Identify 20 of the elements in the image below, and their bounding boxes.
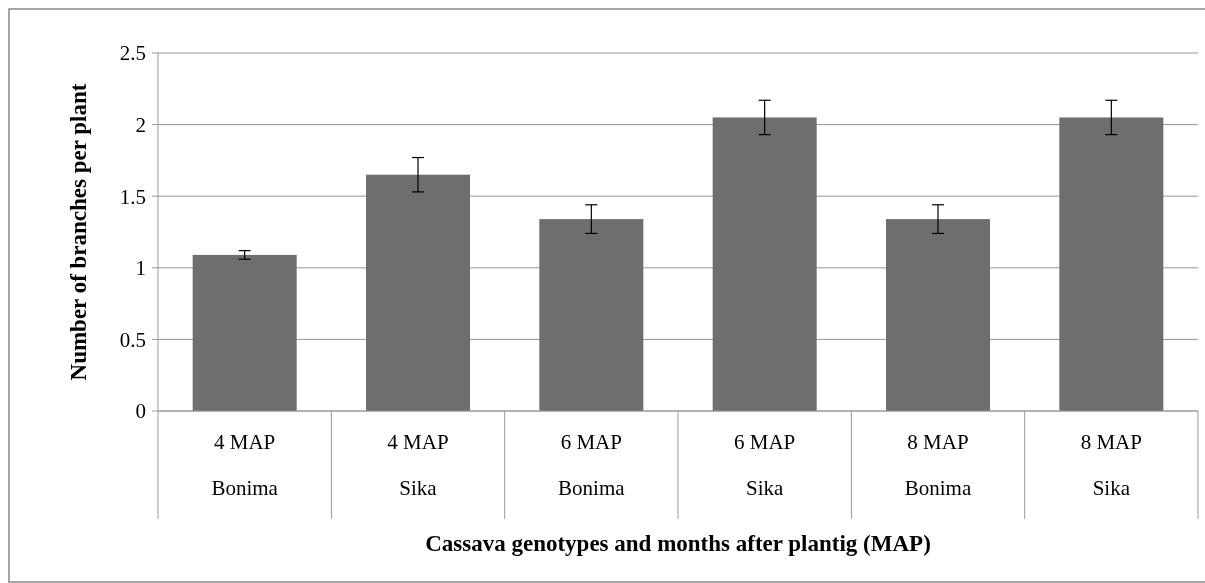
y-tick-label: 0.5 — [119, 327, 146, 352]
x-tick-label: 4 MAP Sika — [387, 430, 449, 500]
bar — [712, 117, 817, 411]
bar — [886, 219, 990, 411]
x-tick-label: 6 MAP Sika — [734, 430, 796, 500]
y-tick-label: 2.5 — [119, 41, 146, 66]
y-tick-label: 1.5 — [119, 184, 146, 209]
x-tick-label: 8 MAP Sika — [1080, 430, 1142, 500]
bar — [366, 174, 470, 411]
y-tick-label: 0 — [135, 399, 146, 424]
y-tick-label: 1 — [135, 256, 146, 281]
bar — [539, 219, 644, 411]
bar — [1059, 117, 1164, 411]
y-tick-label: 2 — [135, 112, 146, 137]
x-axis-title: Cassava genotypes and months after plantig (MAP) — [425, 531, 931, 556]
bar — [192, 254, 297, 411]
y-axis-title: Number of branches per plant — [66, 83, 91, 381]
x-tick-label: 6 MAP Bonima — [558, 430, 626, 500]
x-tick-label: 4 MAP Bonima — [211, 430, 279, 500]
x-tick-label: 8 MAP Bonima — [904, 430, 972, 500]
